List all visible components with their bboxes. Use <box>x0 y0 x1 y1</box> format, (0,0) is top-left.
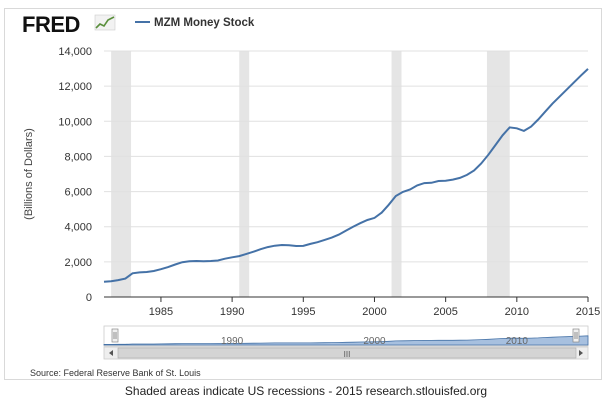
fred-logo[interactable]: FRED <box>22 12 80 37</box>
navigator[interactable]: 1990 2000 2010 III <box>103 325 589 360</box>
y-tick-label-4000: 4,000 <box>64 222 92 234</box>
y-tick-label-14000: 14,000 <box>58 46 92 58</box>
recession-band-4 <box>486 51 510 297</box>
navigator-label-2000: 2000 <box>363 336 386 347</box>
recession-credit-note: Shaded areas indicate US recessions - 20… <box>124 384 488 398</box>
y-tick-label-8000: 8,000 <box>64 151 92 163</box>
x-tick-label-1990: 1990 <box>220 306 244 318</box>
x-tick-label-2010: 2010 <box>505 306 529 318</box>
fred-logo-graph-icon <box>94 14 116 31</box>
navigator-scrollbar-thumb[interactable] <box>117 347 577 359</box>
navigator-year-labels: 1990 2000 2010 <box>221 336 528 347</box>
source-note: Source: Federal Reserve Bank of St. Loui… <box>30 368 201 378</box>
legend-label-mzm: MZM Money Stock <box>154 17 255 29</box>
x-tick-label-2015: 2015 <box>576 306 600 318</box>
x-tick-label-2000: 2000 <box>362 306 386 318</box>
x-tick-labels: 1985 1990 1995 2000 2005 2010 2015 <box>149 297 600 318</box>
navigator-scrollbar-grip: III <box>344 350 351 359</box>
recession-band-3 <box>391 51 402 297</box>
scroll-right-arrow-icon[interactable] <box>579 350 583 356</box>
y-tick-label-2000: 2,000 <box>64 257 92 269</box>
y-axis-label: (Billions of Dollars) <box>23 128 35 220</box>
y-tick-label-10000: 10,000 <box>58 116 92 128</box>
x-tick-label-1985: 1985 <box>149 306 173 318</box>
navigator-handle-right[interactable] <box>572 328 580 343</box>
navigator-label-2010: 2010 <box>506 336 529 347</box>
x-tick-label-2005: 2005 <box>433 306 457 318</box>
y-tick-label-12000: 12,000 <box>58 81 92 93</box>
series-line-mzm[interactable] <box>103 68 589 283</box>
recession-band-1 <box>111 51 132 297</box>
recession-bands <box>111 51 510 297</box>
chart-legend[interactable]: MZM Money Stock <box>135 17 255 29</box>
scroll-left-arrow-icon[interactable] <box>109 350 113 356</box>
navigator-handle-left[interactable] <box>111 328 119 343</box>
navigator-area <box>103 335 589 346</box>
recession-band-2 <box>239 51 250 297</box>
y-tick-label-0: 0 <box>86 292 92 304</box>
x-tick-label-1995: 1995 <box>291 306 315 318</box>
y-tick-labels: 0 2,000 4,000 6,000 8,000 10,000 12,000 14,000 <box>58 46 92 304</box>
y-tick-label-6000: 6,000 <box>64 187 92 199</box>
navigator-label-1990: 1990 <box>221 336 244 347</box>
